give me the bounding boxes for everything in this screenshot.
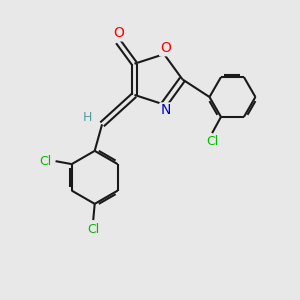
Text: N: N (160, 103, 171, 117)
Text: O: O (113, 26, 124, 40)
Text: H: H (83, 111, 93, 124)
Text: Cl: Cl (40, 155, 52, 168)
Text: Cl: Cl (206, 135, 218, 148)
Text: Cl: Cl (87, 223, 99, 236)
Text: O: O (160, 41, 171, 55)
